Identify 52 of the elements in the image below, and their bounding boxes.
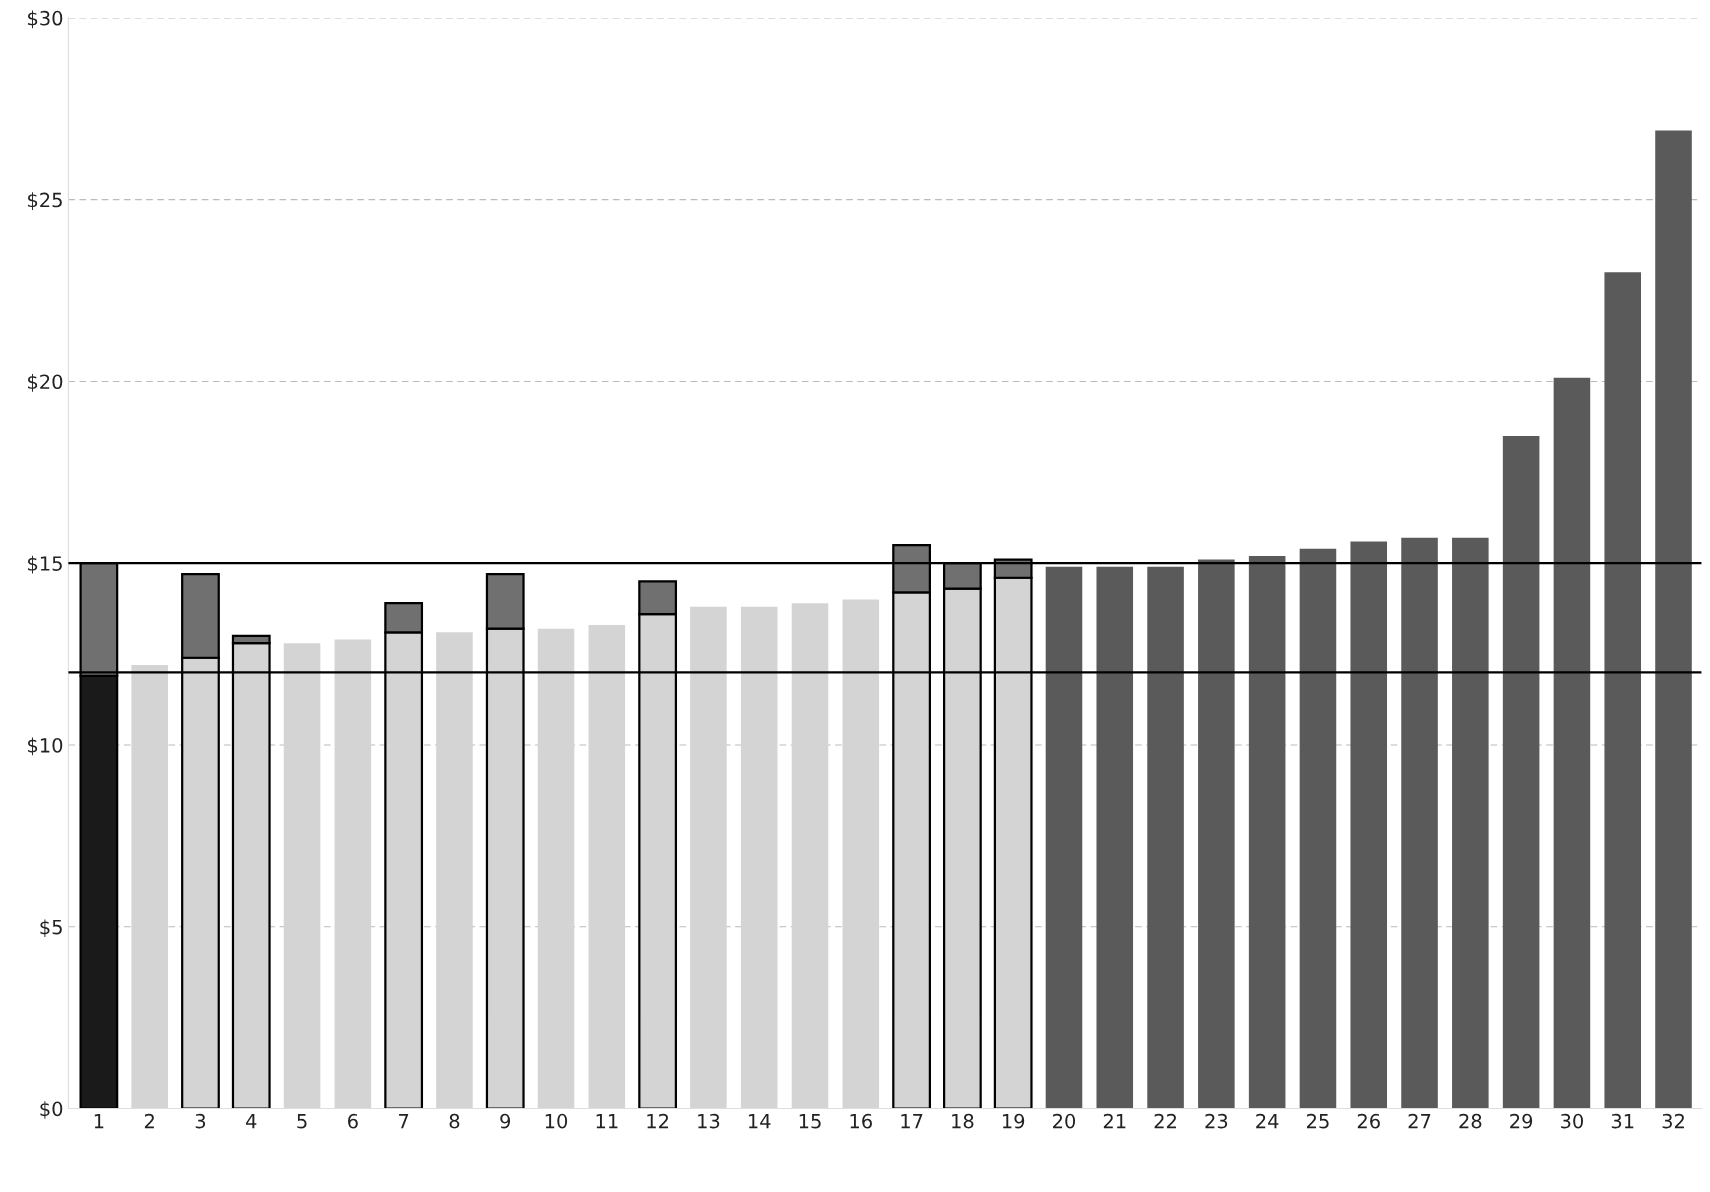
y-tick-label: $25 xyxy=(28,192,62,210)
y-tick-label: $20 xyxy=(28,374,63,392)
x-tick-label: 13 xyxy=(698,1113,720,1129)
y-tick-label: $5 xyxy=(40,919,62,938)
x-tick-label: 31 xyxy=(1611,1113,1634,1129)
x-tick-label: 23 xyxy=(1205,1113,1228,1129)
x-tick-label: 17 xyxy=(901,1114,923,1129)
y-tick-label: $30 xyxy=(28,10,63,29)
y-tick-label: $15 xyxy=(28,555,62,574)
bar xyxy=(1248,555,1286,1109)
bar xyxy=(1198,559,1235,1109)
bar xyxy=(1350,541,1388,1109)
bar xyxy=(1604,272,1641,1109)
x-tick-label: 3 xyxy=(195,1113,206,1129)
bar xyxy=(1147,566,1184,1109)
x-tick-label: 28 xyxy=(1459,1113,1482,1129)
bar xyxy=(1655,130,1692,1109)
bar xyxy=(1299,548,1337,1109)
x-tick-label: 32 xyxy=(1662,1113,1684,1129)
x-tick-label: 9 xyxy=(500,1113,511,1129)
bar xyxy=(1452,537,1489,1109)
x-tick-label: 20 xyxy=(1053,1113,1076,1129)
x-tick-label: 2 xyxy=(144,1113,154,1129)
x-tick-label: 15 xyxy=(799,1114,821,1129)
x-tick-label: 1 xyxy=(94,1114,104,1129)
x-tick-label: 18 xyxy=(952,1113,974,1129)
bar xyxy=(1096,566,1134,1109)
x-tick-label: 10 xyxy=(545,1113,568,1129)
x-tick-label: 6 xyxy=(348,1113,358,1129)
x-tick-label: 30 xyxy=(1561,1113,1583,1129)
x-tick-label: 21 xyxy=(1103,1113,1126,1129)
x-tick-label: 24 xyxy=(1256,1113,1279,1129)
x-tick-label: 22 xyxy=(1154,1113,1176,1129)
y-tick-label: $0 xyxy=(40,1101,63,1119)
x-tick-label: 29 xyxy=(1510,1113,1533,1129)
x-tick-label: 5 xyxy=(297,1114,307,1129)
bar xyxy=(1553,377,1591,1109)
x-tick-label: 4 xyxy=(246,1114,257,1129)
x-tick-label: 27 xyxy=(1408,1113,1431,1129)
y-tick-label: $10 xyxy=(28,737,63,756)
x-tick-label: 25 xyxy=(1307,1113,1329,1129)
x-tick-label: 14 xyxy=(748,1114,771,1129)
x-tick-label: 11 xyxy=(596,1114,618,1129)
x-tick-label: 12 xyxy=(647,1113,669,1129)
bar xyxy=(1502,435,1540,1109)
x-tick-label: 7 xyxy=(399,1114,409,1129)
bar xyxy=(1401,537,1438,1109)
bar xyxy=(1045,566,1083,1109)
x-tick-label: 16 xyxy=(850,1113,872,1129)
x-tick-label: 19 xyxy=(1002,1113,1025,1129)
x-tick-label: 26 xyxy=(1357,1113,1380,1129)
x-tick-label: 8 xyxy=(449,1113,460,1129)
